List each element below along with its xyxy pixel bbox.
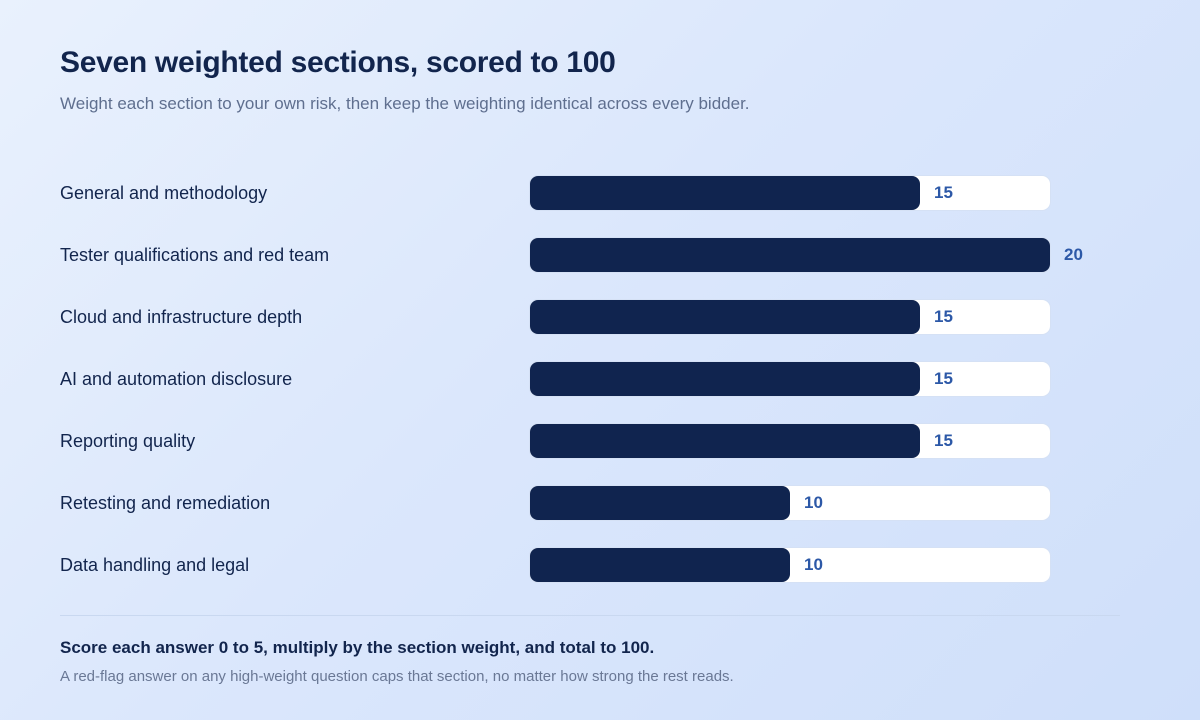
bar [530,176,920,210]
chart-subtitle: Weight each section to your own risk, th… [60,94,750,113]
bar [530,362,920,396]
bar-row: General and methodology 15 [0,176,1200,210]
bar-track [530,424,1050,458]
bar-row: Retesting and remediation 10 [0,486,1200,520]
bar-row: Reporting quality 15 [0,424,1200,458]
category-label: General and methodology [60,183,268,203]
category-label: Cloud and infrastructure depth [60,307,303,327]
bar [530,300,920,334]
bar-track [530,300,1050,334]
bar-value-label: 15 [934,431,953,450]
bar-value-label: 10 [804,493,823,512]
bar-track [530,362,1050,396]
bar-track [530,548,1050,582]
scoring-instruction: Score each answer 0 to 5, multiply by th… [60,638,655,657]
chart-title: Seven weighted sections, scored to 100 [60,46,616,79]
bar-track [530,238,1050,272]
bar-value-label: 15 [934,369,953,388]
bar-row: Cloud and infrastructure depth 15 [0,300,1200,334]
category-label: Retesting and remediation [60,493,271,513]
bar [530,424,920,458]
bar-row: Tester qualifications and red team 20 [0,238,1200,272]
bar [530,548,790,582]
bar-value-label: 10 [804,555,823,574]
bar-track [530,176,1050,210]
bar-track [530,486,1050,520]
bar-value-label: 15 [934,183,953,202]
divider [60,615,1120,616]
bar-row: Data handling and legal 10 [0,548,1200,582]
bar-row: AI and automation disclosure 15 [0,362,1200,396]
red-flag-note: A red-flag answer on any high-weight que… [60,668,734,685]
bar [530,486,790,520]
category-label: Reporting quality [60,431,196,451]
category-label: Data handling and legal [60,555,250,575]
category-label: AI and automation disclosure [60,369,293,389]
bar-value-label: 20 [1064,245,1083,264]
bar [530,238,1050,272]
category-label: Tester qualifications and red team [60,245,330,265]
bar-value-label: 15 [934,307,953,326]
